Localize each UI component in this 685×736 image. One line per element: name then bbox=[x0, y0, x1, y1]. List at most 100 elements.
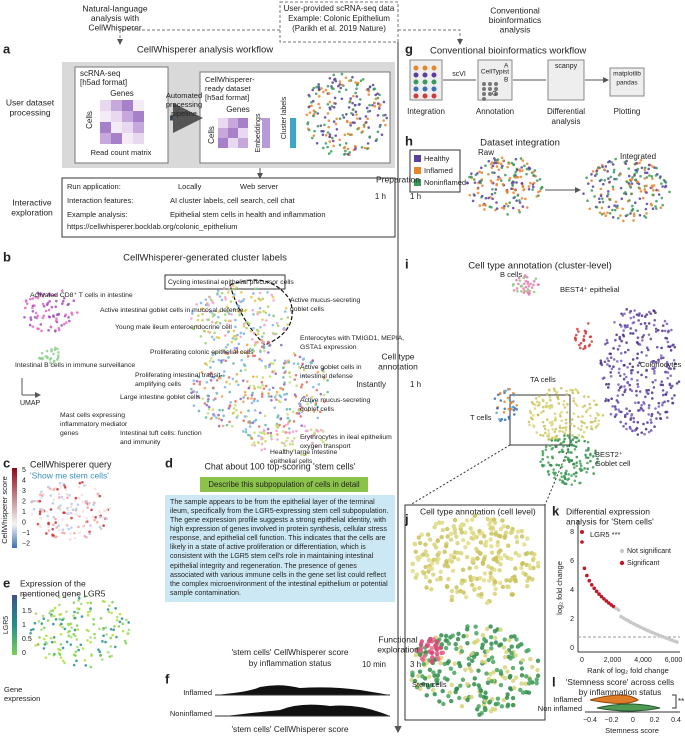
cell-dot bbox=[471, 558, 476, 563]
cell-dot bbox=[190, 317, 193, 320]
cell-dot bbox=[205, 403, 209, 407]
cell-dot bbox=[94, 516, 97, 519]
cell-dot bbox=[216, 289, 220, 293]
label: 0 bbox=[631, 717, 635, 724]
cell-dot bbox=[665, 363, 669, 367]
panel-letter: j bbox=[404, 511, 409, 526]
label: 2 bbox=[570, 616, 574, 623]
cell-dot bbox=[341, 113, 345, 117]
label: Locally bbox=[178, 182, 202, 191]
cell-dot bbox=[629, 327, 633, 330]
cell-dot bbox=[89, 524, 92, 527]
cell-dot bbox=[525, 162, 529, 166]
cell-dot bbox=[57, 351, 60, 354]
cell-dot bbox=[643, 171, 647, 174]
cell-dot bbox=[222, 358, 225, 362]
cell-dot bbox=[95, 521, 99, 524]
cell-dot bbox=[203, 402, 207, 405]
cell-dot bbox=[328, 106, 332, 110]
cell-dot bbox=[669, 374, 672, 378]
icon-dot bbox=[482, 97, 486, 101]
cell-dot bbox=[609, 356, 613, 359]
cell-dot bbox=[348, 79, 351, 83]
cell-dot bbox=[619, 214, 622, 217]
cell-dot bbox=[605, 338, 609, 342]
cell-dot bbox=[562, 440, 566, 443]
cell-dot bbox=[504, 173, 507, 177]
cell-dot bbox=[531, 414, 535, 417]
cell-dot bbox=[204, 341, 207, 345]
cell-dot bbox=[464, 554, 470, 560]
cell-dot bbox=[287, 420, 291, 424]
cell-dot bbox=[574, 337, 577, 341]
cell-dot bbox=[98, 525, 102, 529]
cell-dot bbox=[284, 431, 287, 434]
cell-dot bbox=[597, 423, 600, 426]
cell-dot bbox=[636, 352, 639, 356]
cell-dot bbox=[322, 90, 325, 94]
violin bbox=[589, 694, 639, 704]
cell-dot bbox=[623, 312, 626, 316]
cell-dot bbox=[85, 628, 89, 632]
cell-dot bbox=[373, 101, 376, 105]
cell-dot bbox=[551, 436, 554, 440]
cell-dot bbox=[53, 348, 57, 352]
cell-dot bbox=[612, 170, 616, 174]
cell-dot bbox=[621, 207, 625, 211]
cell-dot bbox=[608, 364, 611, 368]
cell-dot bbox=[382, 119, 385, 122]
cell-dot bbox=[508, 656, 513, 661]
cell-dot bbox=[239, 290, 243, 294]
cell-dot bbox=[454, 646, 459, 652]
cell-dot bbox=[207, 318, 211, 321]
cell-dot bbox=[33, 316, 37, 319]
cell-dot bbox=[454, 534, 459, 539]
cell-dot bbox=[575, 471, 578, 475]
cell-dot bbox=[552, 468, 555, 471]
cell-dot bbox=[641, 335, 644, 339]
label: Colonocytes bbox=[640, 360, 682, 369]
cell-dot bbox=[57, 524, 60, 527]
cell-dot bbox=[417, 669, 423, 674]
cell-dot bbox=[312, 410, 316, 413]
cell-dot bbox=[250, 397, 253, 400]
cell-dot bbox=[512, 174, 516, 178]
cell-dot bbox=[601, 197, 604, 200]
cell-dot bbox=[217, 310, 221, 313]
cell-dot bbox=[492, 157, 496, 160]
cell-dot bbox=[80, 493, 84, 496]
cell-dot bbox=[352, 94, 355, 98]
cell-dot bbox=[428, 636, 433, 642]
cell-dot bbox=[223, 295, 227, 299]
cell-dot bbox=[640, 166, 644, 170]
cell-dot bbox=[545, 392, 549, 396]
label: Natural-language bbox=[82, 3, 147, 13]
cell-dot bbox=[108, 507, 111, 510]
cell-dot bbox=[452, 530, 458, 536]
cell-dot bbox=[513, 653, 518, 658]
cell-dot bbox=[81, 510, 85, 513]
cell-dot bbox=[564, 418, 568, 421]
cell-dot bbox=[246, 397, 250, 400]
cell-dot bbox=[293, 353, 297, 357]
cell-dot bbox=[623, 363, 626, 367]
cell-dot bbox=[588, 207, 592, 211]
cell-dot bbox=[575, 436, 578, 439]
cell-dot bbox=[29, 297, 32, 301]
cell-dot bbox=[599, 359, 603, 362]
cell-dot bbox=[491, 171, 494, 174]
cell-dot bbox=[217, 417, 221, 421]
cell-dot bbox=[252, 375, 255, 379]
cell-dot bbox=[643, 177, 647, 180]
cell-dot bbox=[49, 325, 53, 329]
cell-dot bbox=[612, 168, 616, 172]
cell-dot bbox=[93, 518, 96, 522]
cell-dot bbox=[499, 704, 505, 709]
cell-dot bbox=[545, 401, 549, 405]
cell-dot bbox=[61, 528, 65, 531]
cell-dot bbox=[198, 382, 202, 386]
cell-dot bbox=[565, 411, 569, 414]
cell-dot bbox=[664, 184, 668, 188]
cell-dot bbox=[611, 185, 615, 189]
cell-dot bbox=[253, 354, 257, 358]
